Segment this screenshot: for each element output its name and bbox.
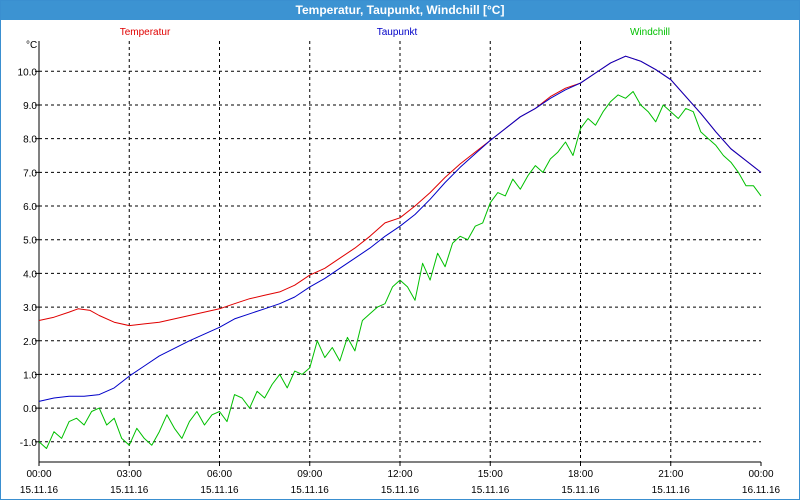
x-tick-date: 15.11.16 bbox=[20, 485, 59, 496]
x-tick-time: 00:00 bbox=[26, 469, 51, 480]
x-tick-time: 12:00 bbox=[387, 469, 412, 480]
x-tick-time: 09:00 bbox=[297, 469, 322, 480]
y-tick-label: 9.0 bbox=[23, 101, 37, 112]
x-tick-time: 15:00 bbox=[478, 469, 503, 480]
y-tick-labels: -1.0 0.0 1.0 2.0 3.0 4.0 5.0 6.0 7.0 8.0 9.0 10.0 bbox=[18, 67, 38, 448]
y-tick-label: -1.0 bbox=[20, 438, 38, 449]
y-axis-unit-label: °C bbox=[26, 40, 37, 51]
x-tick-time: 21:00 bbox=[658, 469, 683, 480]
x-tick-labels: 00:00 15.11.16 03:00 15.11.16 06:00 15.11.16 0… bbox=[20, 469, 781, 496]
series-line-taupunkt bbox=[38, 55, 762, 402]
x-tick-date: 15.11.16 bbox=[291, 485, 330, 496]
y-tick-label: 7.0 bbox=[23, 168, 37, 179]
series-line-windchill bbox=[38, 91, 762, 449]
x-tick-date: 15.11.16 bbox=[471, 485, 510, 496]
x-tick-date: 16.11.16 bbox=[742, 485, 781, 496]
x-tick-date: 15.11.16 bbox=[200, 485, 239, 496]
x-tick-date: 15.11.16 bbox=[561, 485, 600, 496]
y-tick-label: 4.0 bbox=[23, 269, 37, 280]
y-tick-label: 0.0 bbox=[23, 404, 37, 415]
y-tick-label: 5.0 bbox=[23, 236, 37, 247]
legend-entry-taupunkt: Taupunkt bbox=[377, 27, 418, 38]
x-tick-date: 15.11.16 bbox=[110, 485, 149, 496]
y-tick-label: 3.0 bbox=[23, 303, 37, 314]
y-tick-label: 2.0 bbox=[23, 337, 37, 348]
x-tick-time: 00:00 bbox=[748, 469, 773, 480]
x-tick-date: 15.11.16 bbox=[652, 485, 691, 496]
y-tick-label: 10.0 bbox=[18, 67, 38, 78]
series-lines bbox=[38, 55, 762, 449]
x-tick-time: 03:00 bbox=[117, 469, 142, 480]
axes: °C bbox=[26, 40, 762, 466]
legend: Temperatur Taupunkt Windchill bbox=[120, 27, 670, 38]
y-tick-label: 8.0 bbox=[23, 135, 37, 146]
window-title: Temperatur, Taupunkt, Windchill [°C] bbox=[1, 1, 799, 20]
x-tick-time: 18:00 bbox=[568, 469, 593, 480]
y-tick-label: 6.0 bbox=[23, 202, 37, 213]
legend-entry-temperatur: Temperatur bbox=[120, 27, 171, 38]
x-tick-date: 15.11.16 bbox=[381, 485, 420, 496]
legend-entry-windchill: Windchill bbox=[630, 27, 670, 38]
x-tick-time: 06:00 bbox=[207, 469, 232, 480]
y-tick-label: 1.0 bbox=[23, 370, 37, 381]
grid-lines bbox=[39, 41, 761, 462]
